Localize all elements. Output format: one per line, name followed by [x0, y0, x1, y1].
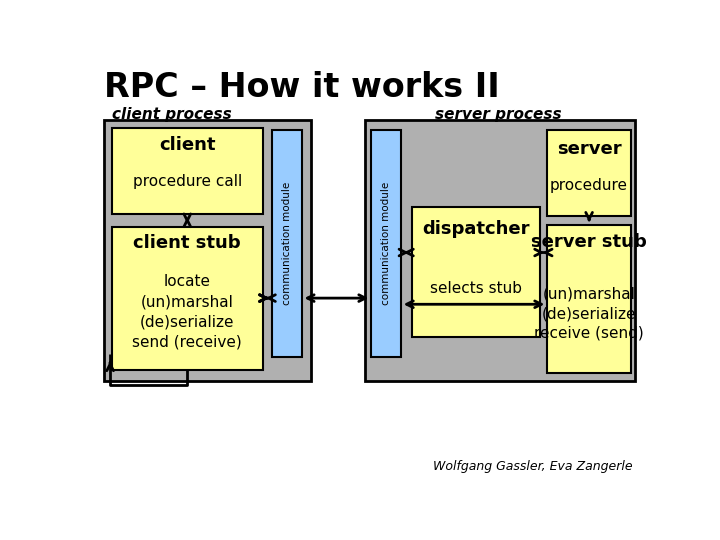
- Bar: [547, 225, 631, 373]
- Text: (un)marshal: (un)marshal: [543, 287, 636, 302]
- Text: dispatcher: dispatcher: [422, 220, 529, 238]
- Bar: [112, 128, 263, 214]
- Text: receive (send): receive (send): [534, 325, 644, 340]
- Text: communication module: communication module: [381, 182, 391, 306]
- Bar: [547, 130, 631, 217]
- Text: (de)serialize: (de)serialize: [542, 306, 636, 321]
- Text: client process: client process: [112, 107, 231, 122]
- Bar: [372, 130, 401, 357]
- Bar: [112, 226, 263, 370]
- Text: server stub: server stub: [531, 233, 647, 251]
- Text: procedure: procedure: [550, 178, 628, 193]
- Bar: [104, 120, 311, 381]
- Text: client stub: client stub: [133, 234, 241, 252]
- Text: communication module: communication module: [282, 182, 292, 306]
- Bar: [365, 120, 635, 381]
- Text: server: server: [557, 140, 621, 159]
- Text: send (receive): send (receive): [132, 334, 242, 349]
- Text: RPC – How it works II: RPC – How it works II: [104, 71, 500, 104]
- Bar: [412, 207, 539, 336]
- Text: locate: locate: [163, 274, 211, 289]
- Text: server process: server process: [435, 107, 562, 122]
- Text: procedure call: procedure call: [132, 174, 242, 190]
- Text: selects stub: selects stub: [430, 281, 521, 295]
- Text: Wolfgang Gassler, Eva Zangerle: Wolfgang Gassler, Eva Zangerle: [433, 460, 632, 473]
- Text: client: client: [159, 136, 215, 154]
- Bar: [272, 130, 302, 357]
- Text: (un)marshal: (un)marshal: [141, 294, 234, 309]
- Text: (de)serialize: (de)serialize: [140, 314, 235, 329]
